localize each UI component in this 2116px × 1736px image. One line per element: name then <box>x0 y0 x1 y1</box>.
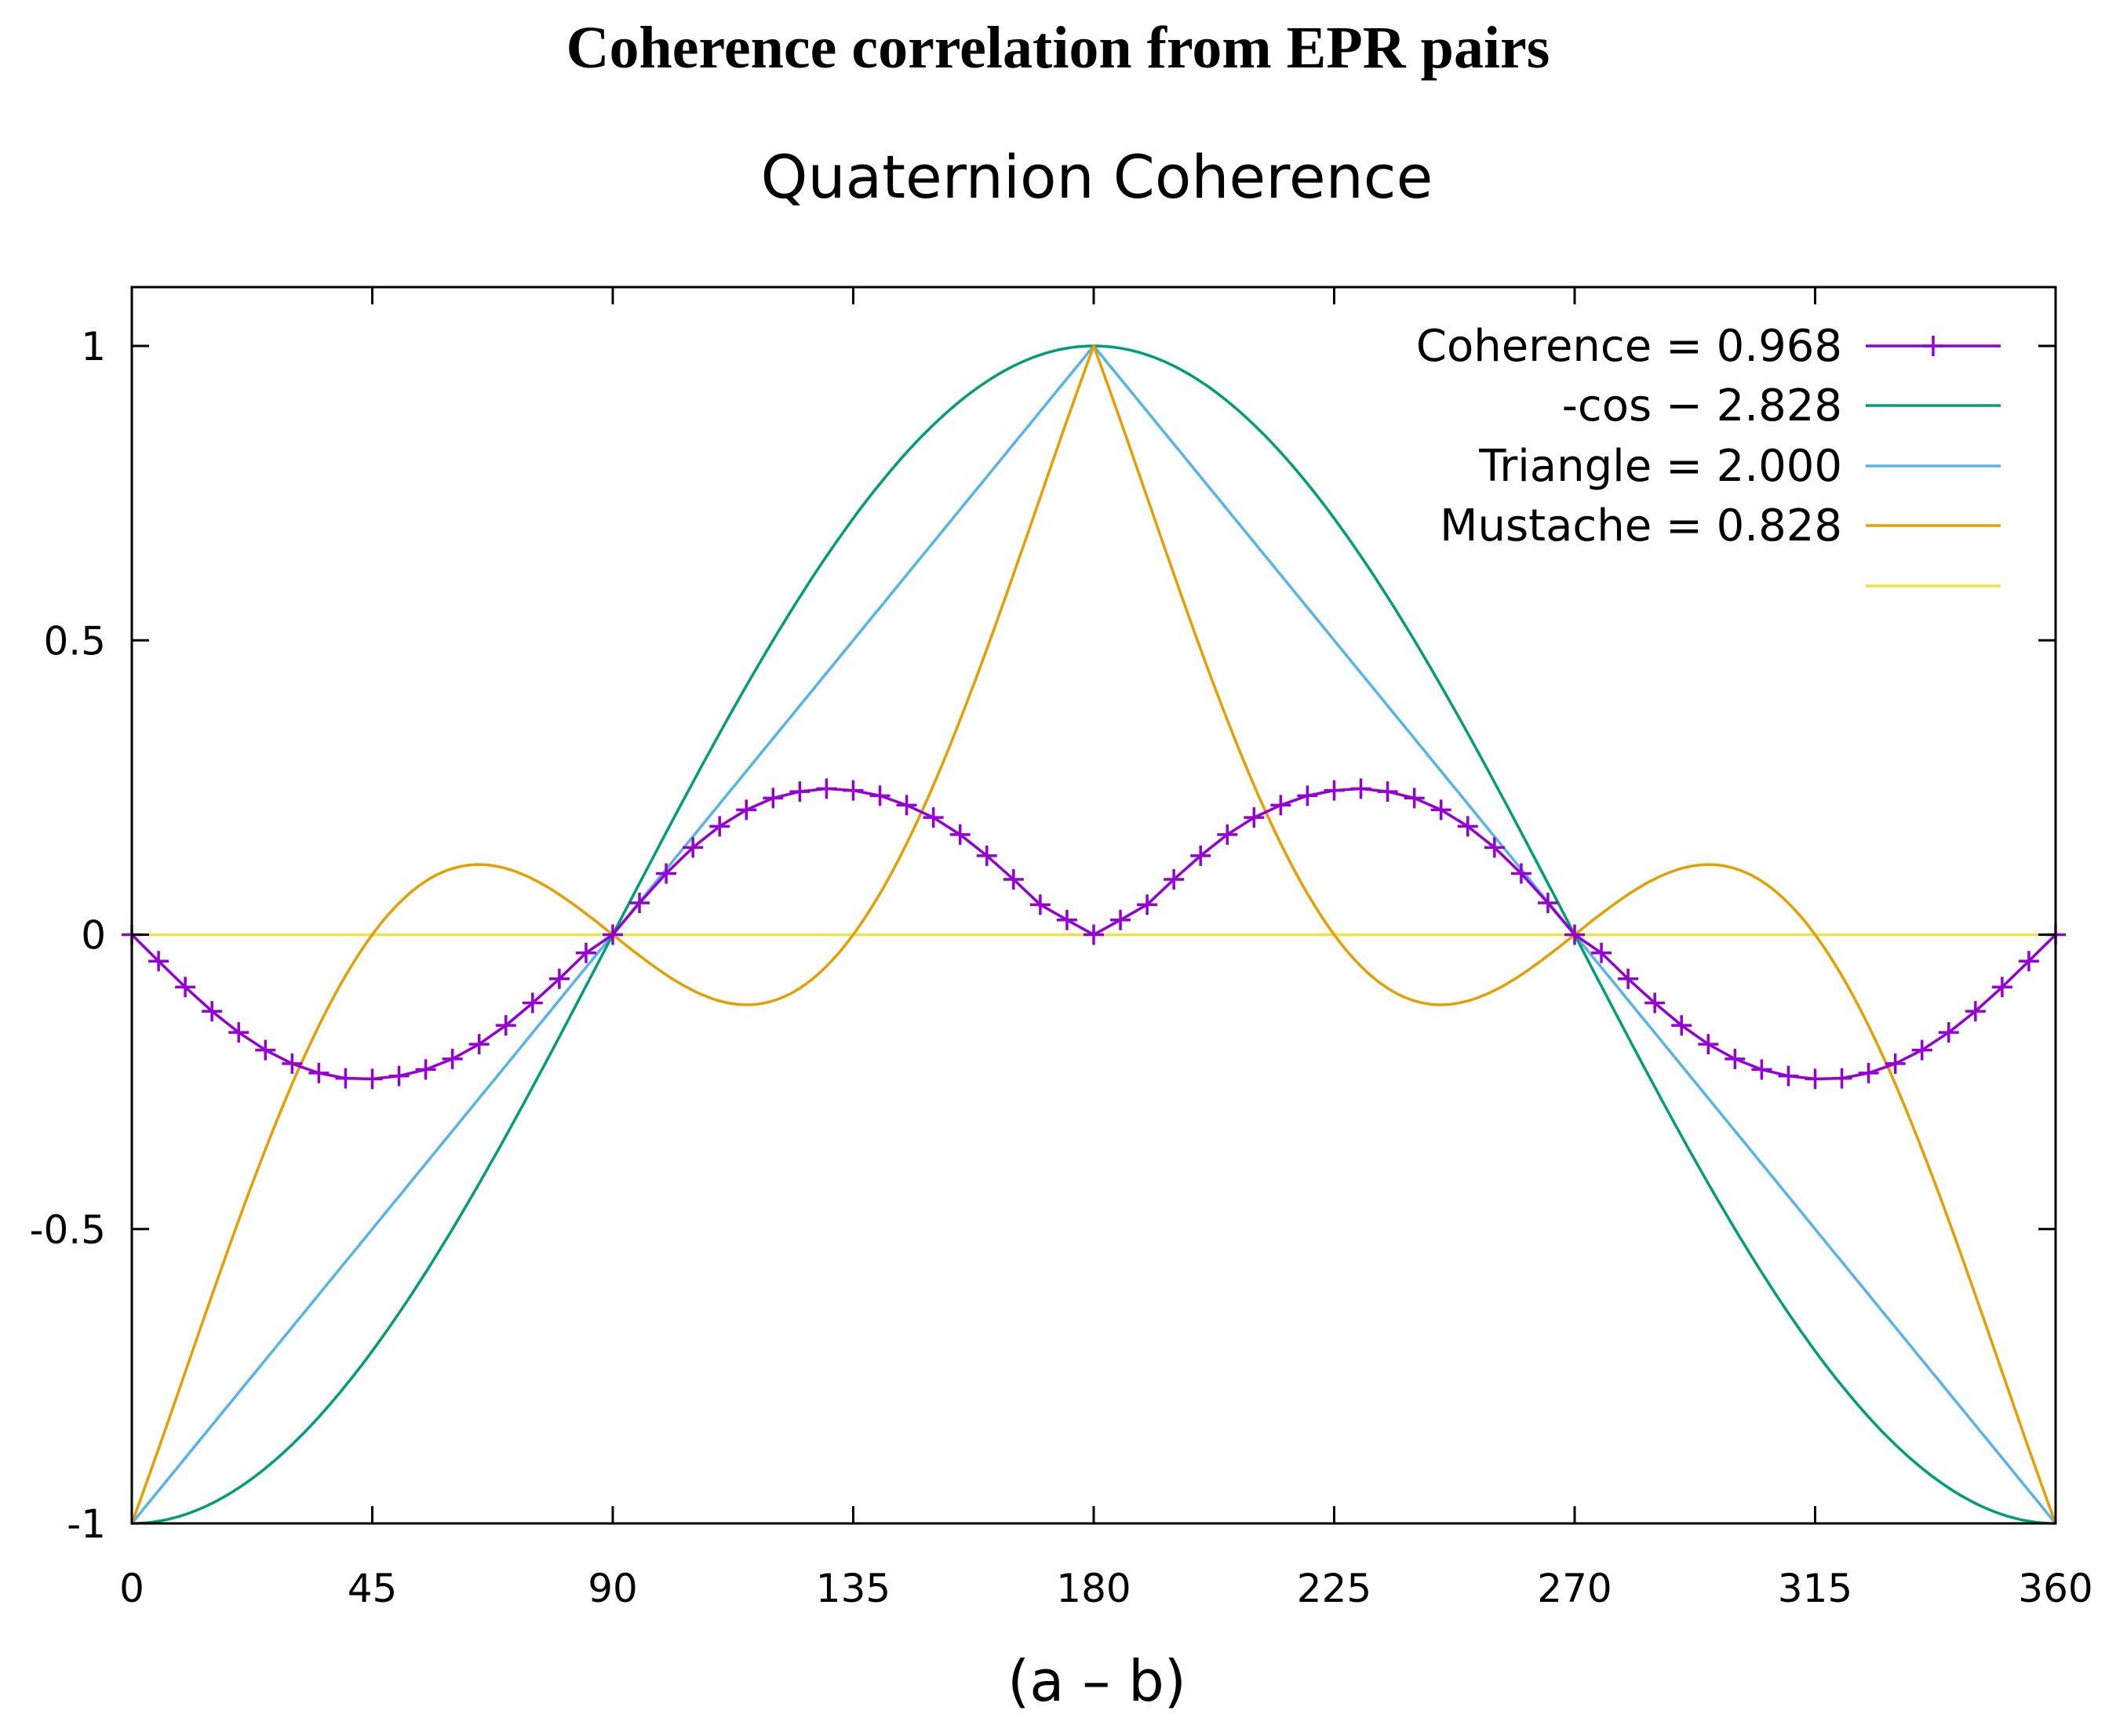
ticks-layer: 0 45 90 135 180 225 270 315 360 -1 -0.5 0 0.5 1 <box>29 287 2093 1611</box>
data-point <box>1805 1068 1826 1090</box>
legend-label: Coherence = 0.968 <box>1416 321 1842 372</box>
data-point <box>1938 1022 1959 1043</box>
data-point <box>1190 845 1211 866</box>
data-point <box>362 1068 383 1090</box>
data-point <box>1510 863 1531 884</box>
data-point <box>816 778 837 799</box>
data-point <box>736 799 757 821</box>
data-point <box>415 1059 436 1080</box>
x-tick-label: 360 <box>2018 1566 2092 1611</box>
data-point <box>1217 824 1238 845</box>
data-point <box>1751 1059 1772 1080</box>
legend-label: Mustache = 0.828 <box>1440 500 1842 551</box>
data-point <box>575 942 596 963</box>
data-point <box>896 795 917 816</box>
data-point <box>1644 992 1666 1014</box>
data-point <box>923 807 944 828</box>
data-point <box>308 1062 330 1083</box>
data-point <box>335 1068 356 1089</box>
data-point <box>1778 1065 1799 1086</box>
data-point <box>255 1039 276 1061</box>
data-point <box>949 824 971 845</box>
data-point <box>763 788 784 809</box>
y-tick-label: -0.5 <box>29 1207 106 1253</box>
data-point <box>282 1053 303 1074</box>
data-point <box>495 1015 516 1036</box>
x-tick-label: 0 <box>119 1566 144 1611</box>
series-layer <box>122 344 2066 1525</box>
data-point <box>468 1034 490 1055</box>
data-point <box>175 977 196 998</box>
data-point <box>1618 968 1639 989</box>
y-tick-label: -1 <box>67 1501 106 1547</box>
data-point <box>1404 788 1425 809</box>
data-point <box>1885 1053 1906 1074</box>
data-point <box>1270 795 1291 816</box>
data-point <box>1377 781 1398 802</box>
y-tick-label: 0 <box>81 913 106 959</box>
x-tick-label: 270 <box>1537 1566 1612 1611</box>
data-point <box>656 863 677 884</box>
x-tick-label: 315 <box>1778 1566 1852 1611</box>
data-point <box>1350 778 1371 799</box>
data-point <box>1564 924 1585 945</box>
data-point <box>1110 909 1131 930</box>
x-tick-label: 225 <box>1297 1566 1371 1611</box>
data-point <box>1991 977 2012 998</box>
legend-label: Triangle = 2.000 <box>1478 441 1842 492</box>
data-point <box>1965 1001 1986 1022</box>
data-point <box>1671 1015 1692 1036</box>
data-point <box>442 1048 463 1069</box>
data-point <box>228 1022 249 1043</box>
data-point <box>1003 868 1024 890</box>
chart-title: Quaternion Coherence <box>761 142 1433 212</box>
x-tick-label: 90 <box>588 1566 638 1611</box>
data-point <box>1724 1048 1746 1069</box>
data-point <box>1029 894 1051 915</box>
data-point <box>388 1065 410 1086</box>
data-point <box>1430 799 1451 821</box>
data-point <box>1137 894 1158 915</box>
data-point <box>1083 924 1104 945</box>
data-point <box>869 785 890 806</box>
data-point <box>789 781 810 802</box>
data-point <box>522 992 543 1014</box>
y-tick-label: 1 <box>81 324 106 369</box>
x-tick-label: 180 <box>1056 1566 1131 1611</box>
series-line-3 <box>130 344 2057 1524</box>
data-point <box>1244 807 1265 828</box>
data-point <box>1858 1062 1879 1083</box>
data-point <box>202 1001 223 1022</box>
data-point <box>1324 780 1345 801</box>
data-point <box>1591 942 1612 963</box>
data-point <box>1484 837 1505 858</box>
x-tick-label: 135 <box>816 1566 890 1611</box>
data-point <box>976 845 997 866</box>
data-point <box>1537 892 1558 913</box>
data-point <box>709 816 730 837</box>
data-point <box>629 892 650 913</box>
legend: Coherence = 0.968 -cos − 2.828 Triangle = … <box>1416 321 2001 588</box>
legend-marker <box>1923 336 1943 356</box>
data-point <box>603 924 623 945</box>
data-point <box>1297 785 1318 806</box>
y-tick-label: 0.5 <box>43 618 106 664</box>
data-point <box>548 968 570 989</box>
data-point <box>683 837 704 858</box>
legend-label: -cos − 2.828 <box>1562 380 1842 431</box>
x-axis-label: (a – b) <box>1007 1648 1186 1714</box>
data-point <box>1831 1068 1852 1089</box>
data-point <box>148 951 169 972</box>
data-point <box>1911 1039 1932 1061</box>
data-point <box>1056 909 1077 930</box>
data-point <box>1698 1034 1719 1055</box>
data-point <box>1164 868 1185 890</box>
data-point <box>1457 816 1478 837</box>
data-point <box>843 780 864 801</box>
figure-title: Coherence correlation from EPR pairs <box>566 15 1550 81</box>
data-point <box>2018 951 2039 972</box>
x-tick-label: 45 <box>348 1566 398 1611</box>
